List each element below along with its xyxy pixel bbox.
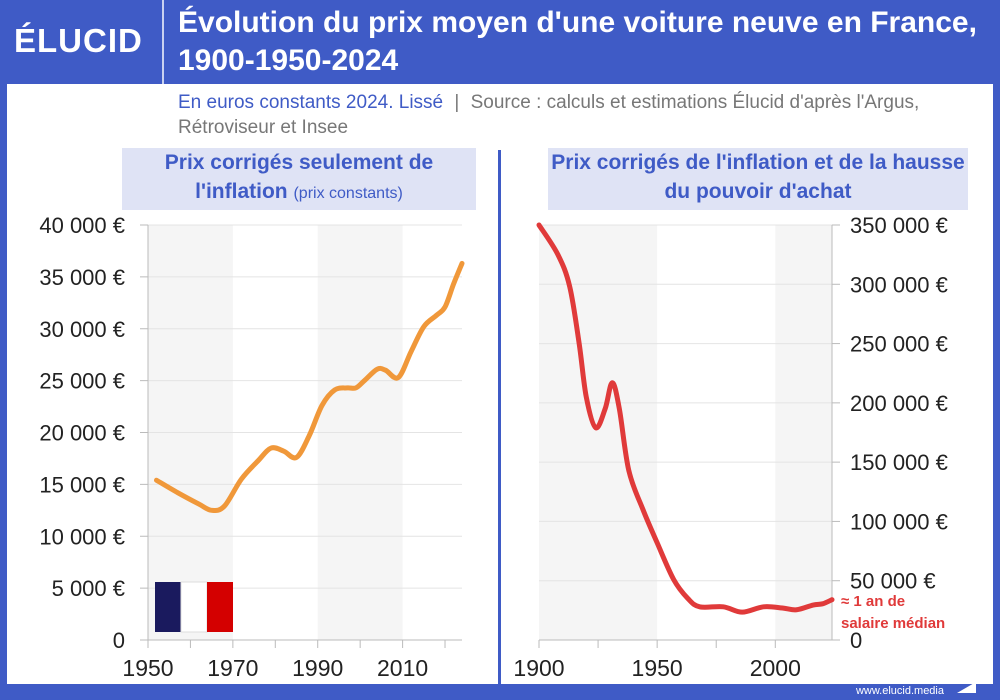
x-tick-label: 1990	[292, 655, 343, 681]
y-tick-label: 10 000 €	[39, 524, 125, 549]
flag-red	[207, 582, 233, 632]
subtitle: En euros constants 2024. Lissé | Source …	[178, 90, 978, 140]
flag-blue	[155, 582, 181, 632]
x-tick-label: 1970	[207, 655, 258, 681]
x-tick-label: 1900	[513, 655, 564, 681]
series-line	[536, 222, 835, 615]
flag-white	[180, 581, 208, 633]
y-tick-label: 250 000 €	[850, 332, 948, 357]
left-chart: 0 5 000 € 10 000 € 15 000 € 20 000 € 25 000 €…	[39, 213, 465, 681]
y-tick-label: 200 000 €	[850, 391, 948, 416]
france-flag-icon	[155, 581, 233, 633]
chart-divider	[498, 150, 501, 686]
series-line	[153, 260, 465, 514]
annotation-line1: ≈ 1 an de	[841, 593, 905, 610]
x-tick-label: 1950	[122, 655, 173, 681]
y-tick-label: 30 000 €	[39, 317, 125, 342]
x-tick-label: 1950	[632, 655, 683, 681]
x-tick-label: 2000	[750, 655, 801, 681]
right-chart: 0 50 000 € 100 000 € 150 000 € 200 000 € 250 …	[513, 213, 947, 681]
y-tick-label: 35 000 €	[39, 265, 125, 290]
y-tick-label: 50 000 €	[850, 569, 936, 594]
y-tick-label: 40 000 €	[39, 213, 125, 238]
left-chart-title-main: Prix corrigés seulement de l'inflation	[164, 151, 434, 203]
right-chart-title: Prix corrigés de l'inflation et de la ha…	[548, 148, 968, 210]
y-tick-label: 5 000 €	[52, 576, 125, 601]
background-band	[775, 225, 832, 640]
y-tick-label: 100 000 €	[850, 509, 948, 534]
y-tick-label: 300 000 €	[850, 272, 948, 297]
header-divider	[162, 0, 164, 84]
x-tick-label: 2010	[377, 655, 428, 681]
y-tick-label: 0	[113, 628, 125, 653]
y-tick-label: 150 000 €	[850, 450, 948, 475]
subtitle-units: En euros constants 2024. Lissé	[178, 92, 444, 113]
left-chart-title: Prix corrigés seulement de l'inflation (…	[122, 148, 476, 210]
footer-url: www.elucid.media	[855, 685, 944, 697]
annotation-line2: salaire médian	[841, 615, 945, 632]
y-tick-label: 20 000 €	[39, 421, 125, 446]
subtitle-source: Source : calculs et estimations Élucid d…	[178, 92, 920, 138]
background-band	[539, 225, 658, 640]
y-tick-label: 15 000 €	[39, 472, 125, 497]
y-tick-label: 25 000 €	[39, 369, 125, 394]
y-tick-label: 350 000 €	[850, 213, 948, 238]
y-tick-label: 0	[850, 628, 862, 653]
subtitle-separator: |	[454, 92, 460, 113]
left-chart-title-note: (prix constants)	[293, 185, 403, 202]
elucid-logo: ÉLUCID	[14, 22, 143, 59]
header: ÉLUCID Évolution du prix moyen d'une voi…	[0, 0, 1000, 84]
page-title: Évolution du prix moyen d'une voiture ne…	[178, 6, 977, 77]
